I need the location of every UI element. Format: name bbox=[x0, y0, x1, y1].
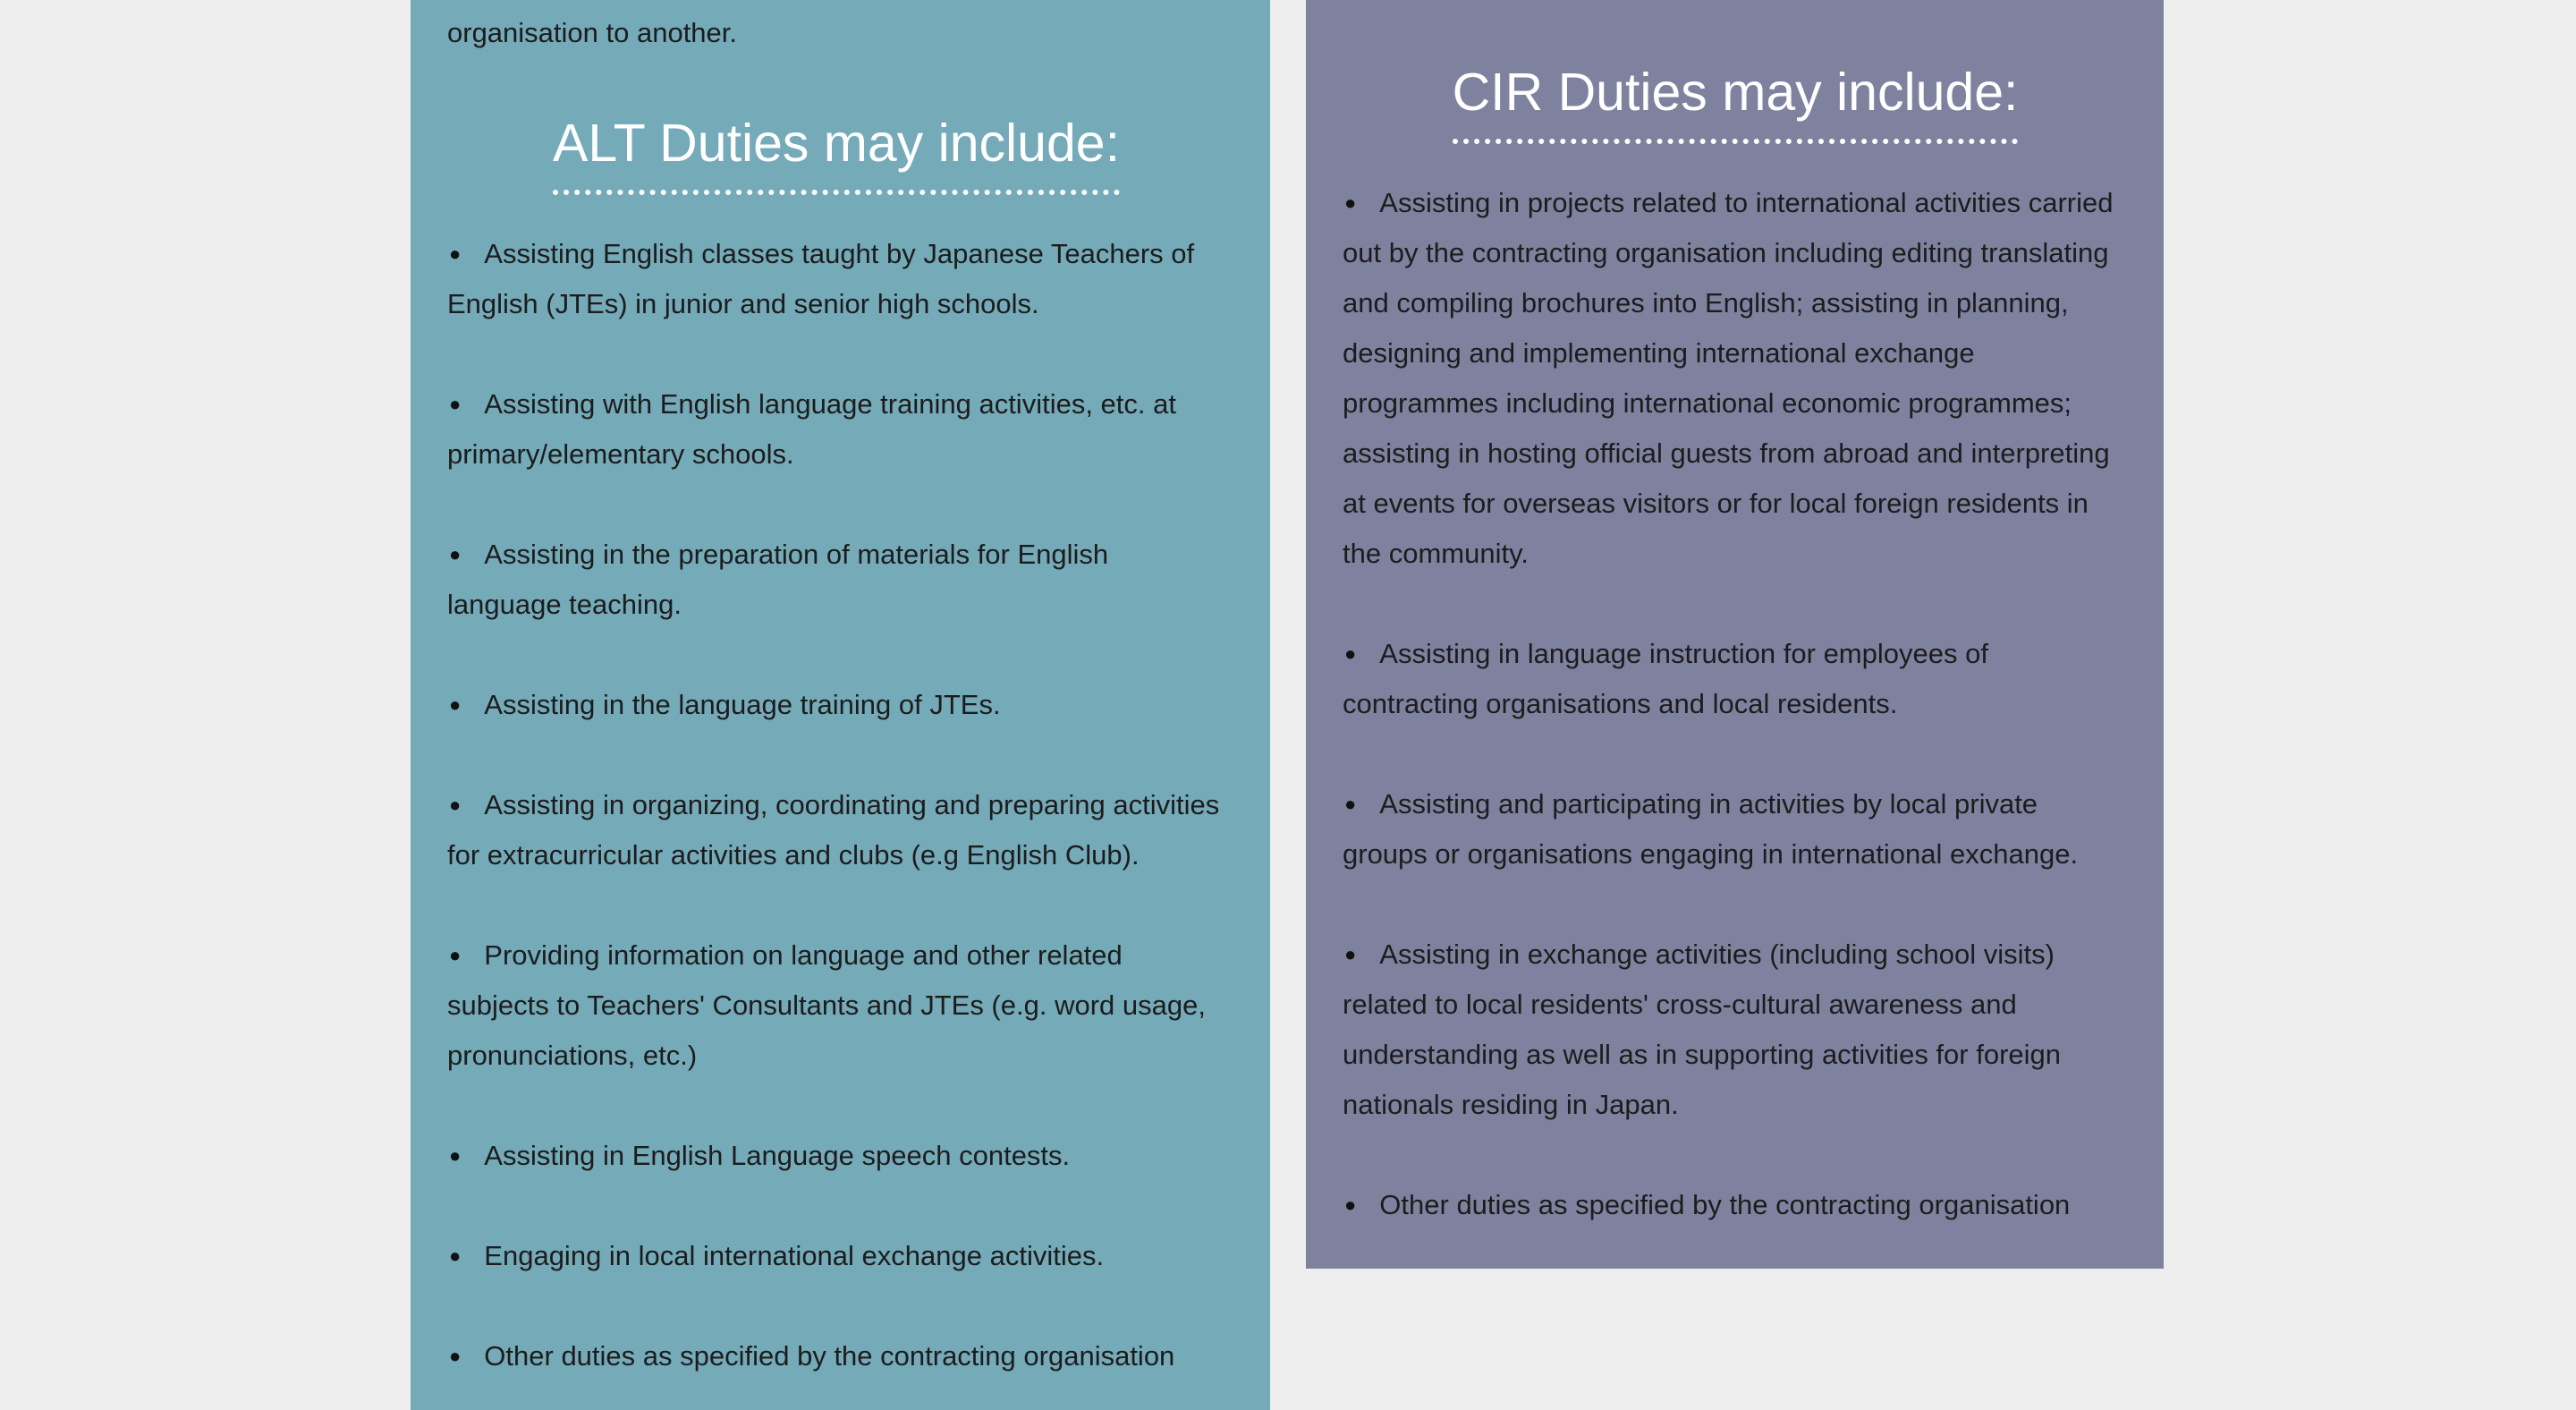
duty-item: Assisting in language instruction for em… bbox=[1343, 629, 2128, 729]
intro-text: organisation to another. bbox=[447, 17, 738, 48]
duty-item: Assisting in exchange activities (includ… bbox=[1343, 930, 2128, 1130]
duty-item: Providing information on language and ot… bbox=[447, 930, 1225, 1081]
cir-list: Assisting in projects related to interna… bbox=[1343, 178, 2128, 1230]
duty-item: Assisting and participating in activitie… bbox=[1343, 779, 2128, 879]
duty-item: Assisting in projects related to interna… bbox=[1343, 178, 2128, 579]
duty-item: Other duties as specified by the contrac… bbox=[447, 1331, 1225, 1381]
duty-item: Assisting in English Language speech con… bbox=[447, 1131, 1225, 1181]
duty-item: Assisting with English language training… bbox=[447, 379, 1225, 480]
duty-item: Assisting English classes taught by Japa… bbox=[447, 229, 1225, 329]
alt-panel: organisation to another. ALT Duties may … bbox=[411, 0, 1270, 1410]
cir-heading: CIR Duties may include: bbox=[1452, 56, 2019, 144]
alt-list: Assisting English classes taught by Japa… bbox=[447, 229, 1225, 1381]
duty-item: Engaging in local international exchange… bbox=[447, 1231, 1225, 1281]
cir-panel: CIR Duties may include: Assisting in pro… bbox=[1306, 0, 2164, 1269]
duty-item: Assisting in the language training of JT… bbox=[447, 680, 1225, 730]
duty-item: Assisting in organizing, coordinating an… bbox=[447, 780, 1225, 880]
duty-item: Other duties as specified by the contrac… bbox=[1343, 1180, 2128, 1230]
duty-item: Assisting in the preparation of material… bbox=[447, 530, 1225, 630]
alt-heading: ALT Duties may include: bbox=[553, 107, 1120, 195]
